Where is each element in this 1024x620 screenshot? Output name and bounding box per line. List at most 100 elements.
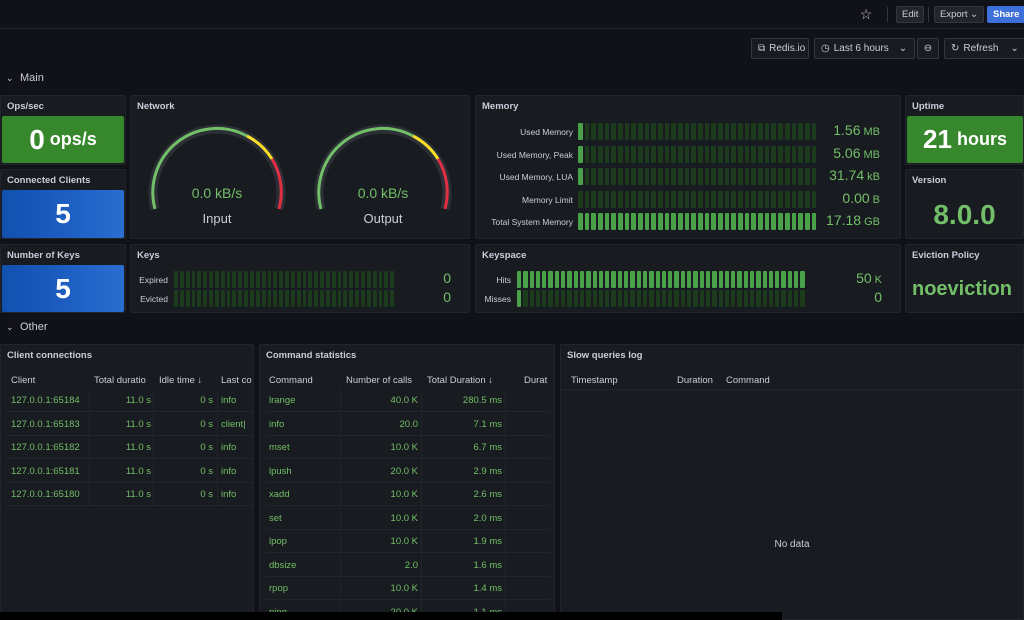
bar-gauge [517,271,805,288]
table-cell: 1.4 ms [473,583,502,594]
edit-button[interactable]: Edit [896,6,925,23]
panel-number-of-keys: Number of Keys 5 [0,244,126,313]
table-cell: lpop [269,536,287,547]
table-cell: lrange [269,395,296,406]
bar-value: 31.74 kB [829,167,880,183]
panel-command-statistics: Command statistics Command Number of cal… [259,344,555,620]
share-dropdown-button[interactable] [1019,6,1024,23]
table-row[interactable]: 127.0.0.1:65183 11.0 s 0 s client| [7,412,253,436]
table-cell: 6.7 ms [473,442,502,453]
refresh-button[interactable]: ↻ Refresh ⌄ [944,38,1024,59]
bar-gauge [174,271,395,288]
bar-label: Memory Limit [521,194,573,205]
column-header-duration[interactable]: Duration [677,375,713,386]
table-row[interactable]: set 10.0 K 2.0 ms [266,506,550,530]
column-header-client[interactable]: Client [11,375,36,386]
panel-keys: Keys Expired 0 Evicted 0 [130,244,470,313]
table-row[interactable]: info 20.0 7.1 ms [266,412,550,436]
table-cell: 2.9 ms [473,465,502,477]
panel-title: Version [912,175,947,186]
redis-link-button[interactable]: ⧉ Redis.io [751,38,809,59]
table-cell: 1.9 ms [473,536,502,547]
bar-label: Evicted [140,294,168,304]
stat-value: 5 [55,198,71,229]
export-button[interactable]: Export ⌄ [934,6,985,23]
chevron-down-icon: ⌄ [6,322,14,332]
column-header-total-duration[interactable]: Total duratio [94,375,146,386]
table-cell: info [221,489,237,500]
section-other[interactable]: ⌄ Other [6,319,48,335]
column-header-duration[interactable]: Durat [524,375,548,386]
bar-gauge [578,190,817,208]
table-row[interactable]: lpop 10.0 K 1.9 ms [266,530,550,553]
stat-value: 5 [55,272,71,304]
chevron-down-icon: ⌄ [1010,43,1019,54]
no-data-message: No data [774,539,810,550]
input-label: Input [202,211,232,226]
column-header-idle-time[interactable]: Idle time ↓ [159,375,203,386]
eviction-value: noeviction [912,278,1013,300]
table-row[interactable]: lpush 20.0 K 2.9 ms [266,459,550,483]
panel-title: Number of Keys [7,250,80,261]
share-button[interactable]: Share [987,6,1024,23]
column-header-number-of-calls[interactable]: Number of calls [346,375,412,386]
chevron-down-icon: ⌄ [6,73,14,83]
bar-value: 5.06 MB [833,144,880,161]
table-row[interactable]: 127.0.0.1:65184 11.0 s 0 s info [7,389,253,412]
table-row[interactable]: rpop 10.0 K 1.4 ms [266,577,550,600]
table-row[interactable]: dbsize 2.0 1.6 ms [266,553,550,577]
table-row[interactable]: 127.0.0.1:65180 11.0 s 0 s info [7,483,253,506]
zoom-out-button[interactable]: ⊖ [917,38,939,59]
table-cell: 0 s [200,418,213,430]
panel-title: Client connections [7,350,92,361]
output-label: Output [363,211,403,226]
column-header-last-command[interactable]: Last co [221,375,252,386]
table-cell: 11.0 s [125,395,151,406]
table-row[interactable]: 127.0.0.1:65181 11.0 s 0 s info [7,459,253,483]
section-main[interactable]: ⌄ Main [6,70,44,86]
table-cell: 10.0 K [390,536,418,547]
table-cell: rpop [269,583,289,594]
panel-title: Network [137,101,175,112]
table-cell: info [221,442,237,453]
bar-gauge [578,168,817,185]
column-header-total-duration[interactable]: Total Duration ↓ [427,375,494,386]
panel-title: Slow queries log [567,350,643,361]
table-cell: 10.0 K [390,489,418,500]
table-row[interactable]: xadd 10.0 K 2.6 ms [266,483,550,506]
table-cell: 0 s [200,465,213,477]
stat-unit: hours [956,129,1007,149]
panel-title: Keyspace [482,250,527,261]
section-title: Other [20,321,48,333]
table-cell: 7.1 ms [473,418,502,430]
panel-title: Uptime [912,101,945,112]
table-cell: 10.0 K [390,512,418,524]
table-cell: info [221,395,237,406]
column-header-timestamp[interactable]: Timestamp [571,375,618,386]
network-gauges [148,124,452,211]
table-row[interactable]: lrange 40.0 K 280.5 ms [266,389,550,412]
panel-eviction-policy: Eviction Policy noeviction [905,244,1024,313]
bar-gauge [578,123,817,140]
table-row[interactable]: mset 10.0 K 6.7 ms [266,436,550,459]
clients-stat: 5 [2,190,124,238]
table-cell: 10.0 K [390,442,418,453]
table-cell: 127.0.0.1:65180 [11,489,80,500]
time-range-picker[interactable]: ◷ Last 6 hours ⌄ [814,38,915,59]
table-cell: 11.0 s [125,418,151,430]
bar-value: 1.56 MB [833,122,880,138]
output-value: 0.0 kB/s [357,185,409,201]
bar-gauge [174,290,395,307]
column-header-command[interactable]: Command [269,375,313,386]
time-range-label: Last 6 hours [833,43,889,54]
ops-stat: 0 ops/s [2,116,124,163]
panel-memory: Memory Used Memory 1.56 MB Used Memory, Pea… [475,95,901,239]
clock-icon: ◷ [821,43,830,54]
table-cell: 10.0 K [390,583,418,594]
table-cell: 20.0 K [390,465,418,477]
column-header-command[interactable]: Command [726,375,770,386]
star-icon[interactable]: ☆ [859,6,873,22]
table-row[interactable]: 127.0.0.1:65182 11.0 s 0 s info [7,436,253,459]
table-cell: 2.0 [404,559,418,571]
bar-value: 0 [874,289,882,305]
